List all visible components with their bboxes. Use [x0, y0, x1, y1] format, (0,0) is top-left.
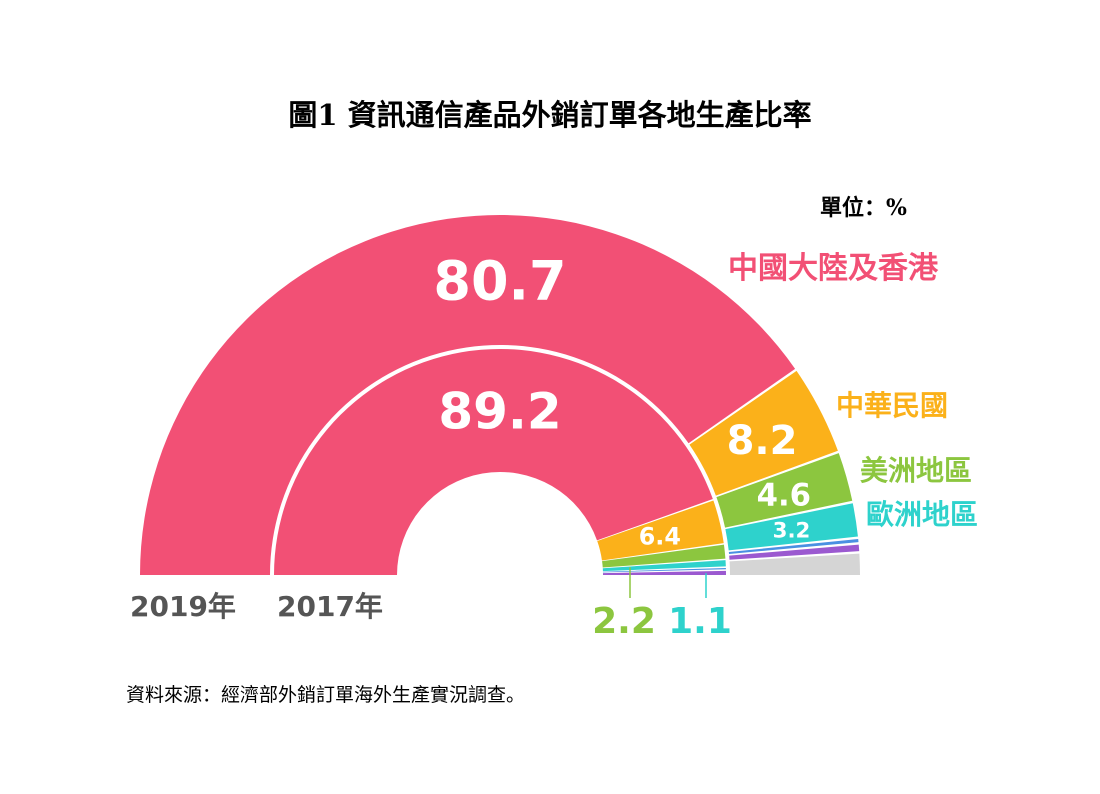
- value-label-2019年-中華民國: 8.2: [727, 418, 798, 464]
- value-label-2019年-中國大陸及香港: 80.7: [433, 249, 566, 312]
- legend-label-歐洲地區: 歐洲地區: [866, 498, 978, 531]
- source-note: 資料來源：經濟部外銷訂單海外生產實況調查。: [126, 684, 526, 706]
- ring-label-2017: 2017年: [277, 590, 383, 623]
- slice-2019年-中國大陸及香港: [140, 214, 796, 575]
- callout-value: 1.1: [668, 601, 732, 642]
- slice-2017年-美洲地區: [602, 544, 726, 568]
- slice-2019年-other-6: [729, 553, 860, 575]
- value-label-2019年-歐洲地區: 3.2: [773, 518, 811, 543]
- slice-2019年-other-5: [729, 544, 860, 560]
- slice-2017年-歐洲地區: [602, 560, 726, 572]
- legend-label-中國大陸及香港: 中國大陸及香港: [728, 251, 939, 286]
- unit-label: 單位：%: [820, 195, 907, 221]
- slice-2017年-中華民國: [597, 500, 724, 561]
- slice-2017年-other-4: [602, 567, 726, 573]
- value-label-2017年-中國大陸及香港: 89.2: [438, 383, 561, 441]
- slice-2019年-other-4: [728, 538, 859, 554]
- value-label-2019年-美洲地區: 4.6: [757, 479, 811, 514]
- callout-value: 2.2: [592, 601, 656, 642]
- slice-2019年-美洲地區: [716, 453, 853, 528]
- ring-label-2019: 2019年: [130, 590, 236, 623]
- legend-label-美洲地區: 美洲地區: [860, 454, 972, 487]
- slice-2019年-中華民國: [689, 370, 838, 496]
- value-label-2017年-中華民國: 6.4: [639, 523, 681, 551]
- chart-title: 圖1 資訊通信產品外銷訂單各地生產比率: [288, 98, 812, 132]
- slice-2019年-歐洲地區: [725, 503, 858, 551]
- slice-2017年-中國大陸及香港: [274, 348, 713, 575]
- slice-2017年-other-5: [602, 570, 726, 575]
- legend-label-中華民國: 中華民國: [836, 389, 948, 422]
